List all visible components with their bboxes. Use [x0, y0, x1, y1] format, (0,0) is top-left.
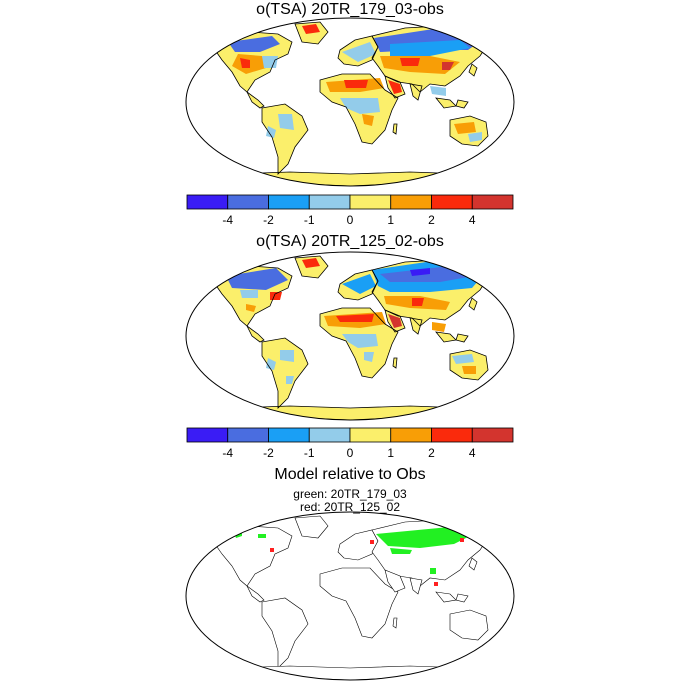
colorbar2-swatch-6 — [431, 427, 473, 443]
colorbar1-tick-label: -2 — [263, 213, 274, 227]
map2-title: o(TSA) 20TR_125_02-obs — [256, 233, 444, 250]
map3 — [185, 511, 515, 681]
colorbar1-swatch-7 — [471, 194, 514, 210]
colorbar1-tick-label: 1 — [387, 213, 394, 227]
colorbar2-tick-label: 1 — [387, 446, 394, 460]
colorbar2-swatch-2 — [268, 427, 310, 443]
colorbar1-swatch-0 — [186, 194, 229, 210]
map1-bias-field — [214, 21, 489, 186]
colorbar2-tick-label: 0 — [347, 446, 354, 460]
colorbar1-tick-label: 2 — [428, 213, 435, 227]
map3-title: Model relative to Obs — [274, 466, 426, 483]
colorbar2-tick-label: 2 — [428, 446, 435, 460]
colorbar1: -4 -2 -1 0 1 2 4 — [186, 194, 514, 227]
map3-comparison-field — [215, 516, 488, 680]
map2-frame — [185, 251, 515, 421]
map1-frame — [185, 17, 515, 187]
colorbar2-tick-label: -4 — [222, 446, 233, 460]
colorbar1-swatch-2 — [268, 194, 310, 210]
map1-title: o(TSA) 20TR_179_03-obs — [256, 1, 444, 18]
colorbar2: -4 -2 -1 0 1 2 4 — [186, 427, 514, 460]
map3-subtitle-green: green: 20TR_179_03 — [293, 487, 407, 501]
colorbar1-swatch-6 — [431, 194, 473, 210]
colorbar2-swatch-3 — [308, 427, 351, 443]
colorbar1-tick-label: 4 — [469, 213, 476, 227]
colorbar1-tick-label: 0 — [347, 213, 354, 227]
colorbar1-tick-label: -4 — [222, 213, 233, 227]
map2-bias-field — [214, 255, 489, 420]
map3-frame — [185, 511, 515, 681]
colorbar1-tick-label: -1 — [304, 213, 315, 227]
colorbar1-swatch-3 — [308, 194, 351, 210]
map1 — [185, 17, 515, 187]
colorbar2-tick-label: -1 — [304, 446, 315, 460]
colorbar1-swatch-5 — [390, 194, 432, 210]
colorbar2-swatch-4 — [349, 427, 392, 443]
colorbar1-swatch-1 — [227, 194, 269, 210]
map2 — [185, 251, 515, 421]
colorbar1-swatch-4 — [349, 194, 392, 210]
colorbar2-tick-label: 4 — [469, 446, 476, 460]
colorbar2-swatch-5 — [390, 427, 432, 443]
colorbar2-swatch-0 — [186, 427, 229, 443]
colorbar2-swatch-1 — [227, 427, 269, 443]
colorbar2-swatch-7 — [471, 427, 514, 443]
map3-subtitle-red: red: 20TR_125_02 — [299, 500, 401, 514]
colorbar2-tick-label: -2 — [263, 446, 274, 460]
